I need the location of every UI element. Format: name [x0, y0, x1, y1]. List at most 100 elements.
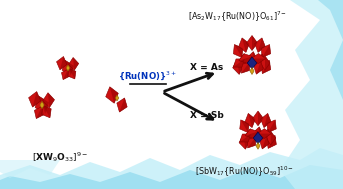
Polygon shape	[237, 60, 244, 74]
Polygon shape	[253, 132, 263, 144]
Polygon shape	[266, 131, 276, 145]
Polygon shape	[251, 53, 265, 64]
Polygon shape	[106, 87, 118, 103]
Polygon shape	[238, 54, 249, 69]
Polygon shape	[73, 57, 79, 70]
Polygon shape	[34, 107, 44, 119]
Polygon shape	[261, 113, 271, 128]
Polygon shape	[252, 36, 258, 50]
Text: $[\mathregular{XW}_9\mathregular{O}_{33}]^{9-}$: $[\mathregular{XW}_9\mathregular{O}_{33}…	[32, 150, 88, 164]
Polygon shape	[245, 129, 256, 143]
Text: X = As: X = As	[190, 64, 223, 73]
Polygon shape	[250, 67, 254, 74]
Polygon shape	[255, 54, 265, 68]
Polygon shape	[240, 134, 251, 142]
Polygon shape	[48, 93, 55, 108]
Text: X = Sb: X = Sb	[190, 112, 224, 121]
Polygon shape	[251, 59, 265, 64]
Polygon shape	[242, 38, 249, 52]
Polygon shape	[251, 52, 257, 66]
Polygon shape	[263, 129, 271, 143]
Polygon shape	[245, 132, 258, 138]
Polygon shape	[239, 135, 250, 149]
Polygon shape	[62, 60, 74, 76]
Polygon shape	[39, 96, 49, 114]
Polygon shape	[256, 142, 260, 149]
Polygon shape	[257, 127, 263, 141]
Polygon shape	[267, 136, 276, 148]
Polygon shape	[117, 98, 127, 112]
Polygon shape	[252, 111, 263, 126]
Polygon shape	[241, 62, 250, 73]
Polygon shape	[36, 107, 44, 119]
Polygon shape	[63, 69, 70, 80]
Polygon shape	[261, 129, 271, 143]
Polygon shape	[0, 165, 343, 189]
Polygon shape	[255, 38, 265, 52]
Polygon shape	[254, 61, 263, 74]
Polygon shape	[233, 59, 245, 67]
Polygon shape	[262, 60, 271, 74]
Polygon shape	[245, 113, 256, 128]
Polygon shape	[233, 44, 243, 57]
Polygon shape	[250, 129, 256, 143]
Polygon shape	[262, 136, 269, 149]
Polygon shape	[247, 36, 258, 50]
Polygon shape	[261, 60, 271, 74]
Polygon shape	[248, 137, 256, 148]
Polygon shape	[240, 134, 251, 142]
Polygon shape	[0, 160, 60, 178]
Polygon shape	[265, 56, 270, 70]
Polygon shape	[264, 113, 271, 128]
Polygon shape	[268, 136, 276, 148]
Polygon shape	[260, 56, 270, 70]
Text: $[\mathregular{As}_2\mathregular{W}_{17}\{\mathregular{Ru(NO)}\}\mathregular{O}_: $[\mathregular{As}_2\mathregular{W}_{17}…	[188, 10, 287, 24]
Polygon shape	[0, 148, 343, 189]
Polygon shape	[66, 65, 70, 71]
Polygon shape	[65, 60, 74, 76]
Polygon shape	[239, 56, 252, 63]
Polygon shape	[262, 44, 271, 57]
Polygon shape	[256, 61, 263, 74]
Polygon shape	[271, 131, 276, 145]
Polygon shape	[115, 95, 119, 101]
Polygon shape	[233, 60, 244, 74]
Polygon shape	[239, 54, 252, 63]
Polygon shape	[248, 137, 256, 148]
Polygon shape	[241, 120, 249, 133]
Polygon shape	[68, 68, 76, 79]
Polygon shape	[233, 59, 245, 67]
Polygon shape	[253, 127, 263, 141]
Polygon shape	[69, 68, 76, 79]
Polygon shape	[33, 92, 41, 107]
Polygon shape	[234, 44, 243, 57]
Polygon shape	[240, 120, 249, 133]
Polygon shape	[119, 98, 127, 112]
Polygon shape	[61, 69, 70, 80]
Polygon shape	[245, 129, 258, 138]
Polygon shape	[261, 44, 271, 57]
Polygon shape	[35, 96, 49, 114]
Polygon shape	[258, 38, 265, 52]
Polygon shape	[267, 120, 276, 133]
Text: {Ru(NO)}$^{3+}$: {Ru(NO)}$^{3+}$	[118, 69, 178, 82]
Polygon shape	[239, 38, 249, 52]
Polygon shape	[258, 129, 271, 139]
Text: $[\mathregular{SbW}_{17}\{\mathregular{Ru(NO)}\}\mathregular{O}_{59}]^{10-}$: $[\mathregular{SbW}_{17}\{\mathregular{R…	[196, 165, 295, 179]
Polygon shape	[40, 101, 44, 109]
Polygon shape	[110, 87, 118, 103]
Polygon shape	[241, 62, 250, 73]
Polygon shape	[28, 92, 41, 107]
Polygon shape	[280, 0, 343, 189]
Polygon shape	[42, 105, 51, 118]
Polygon shape	[244, 54, 249, 69]
Polygon shape	[248, 113, 256, 128]
Polygon shape	[258, 111, 263, 126]
Polygon shape	[258, 54, 265, 68]
Polygon shape	[247, 57, 257, 69]
Polygon shape	[60, 57, 67, 70]
Polygon shape	[268, 120, 276, 133]
Polygon shape	[57, 57, 67, 70]
Polygon shape	[247, 52, 257, 66]
Polygon shape	[258, 134, 271, 139]
